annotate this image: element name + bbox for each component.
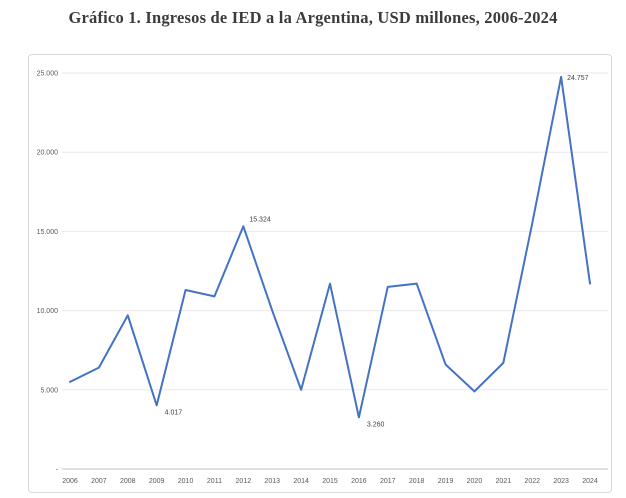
x-tick-label: 2008 bbox=[120, 478, 136, 485]
chart-title: Gráfico 1. Ingresos de IED a la Argentin… bbox=[68, 8, 558, 27]
x-tick-label: 2016 bbox=[351, 478, 367, 485]
x-tick-label: 2009 bbox=[149, 478, 165, 485]
x-tick-label: 2015 bbox=[322, 478, 338, 485]
x-tick-label: 2023 bbox=[553, 478, 569, 485]
x-tick-label: 2007 bbox=[91, 478, 107, 485]
x-tick-label: 2011 bbox=[207, 478, 222, 485]
y-tick-label: 15.000 bbox=[37, 229, 59, 236]
y-tick-label: 5.000 bbox=[40, 387, 58, 394]
x-tick-label: 2024 bbox=[582, 478, 598, 485]
x-tick-label: 2006 bbox=[62, 478, 78, 485]
data-point-label: 3.260 bbox=[367, 421, 385, 428]
x-tick-label: 2022 bbox=[524, 478, 540, 485]
y-tick-label: 10.000 bbox=[37, 308, 59, 315]
x-tick-label: 2020 bbox=[467, 478, 483, 485]
x-tick-label: 2014 bbox=[293, 478, 309, 485]
data-point-label: 15.324 bbox=[249, 216, 271, 223]
x-tick-label: 2021 bbox=[496, 478, 512, 485]
x-tick-label: 2013 bbox=[264, 478, 280, 485]
data-point-label: 24.757 bbox=[567, 75, 589, 82]
x-tick-label: 2017 bbox=[380, 478, 396, 485]
chart-frame: - 5.000 10.000 15.000 20.000 25.000 2006 2007 20… bbox=[28, 54, 612, 493]
x-tick-label: 2012 bbox=[236, 478, 252, 485]
data-point-label: 4.017 bbox=[165, 409, 183, 416]
fdi-line-chart: - 5.000 10.000 15.000 20.000 25.000 2006 2007 20… bbox=[37, 71, 608, 485]
y-tick-label: - bbox=[56, 467, 59, 474]
x-tick-label: 2010 bbox=[178, 478, 194, 485]
x-tick-label: 2018 bbox=[409, 478, 425, 485]
x-tick-label: 2019 bbox=[438, 478, 454, 485]
data-series-line bbox=[69, 75, 591, 419]
y-tick-label: 25.000 bbox=[37, 71, 59, 78]
y-tick-label: 20.000 bbox=[37, 150, 59, 157]
